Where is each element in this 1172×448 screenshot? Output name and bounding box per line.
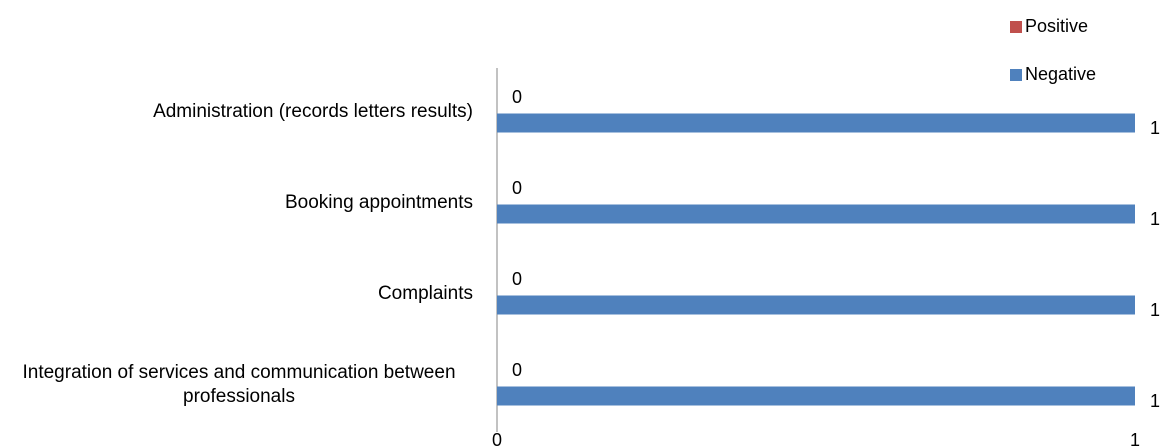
- value-label: 1: [1150, 209, 1160, 229]
- value-label: 0: [512, 360, 522, 380]
- category-text: Complaints: [377, 282, 473, 304]
- legend-swatch: [1010, 69, 1022, 81]
- legend-label: Positive: [1025, 16, 1088, 36]
- bar: [497, 295, 1135, 315]
- category-text: Booking appointments: [284, 191, 473, 213]
- category-label: Administration (records letters results): [0, 100, 473, 124]
- value-label: 1: [1150, 300, 1160, 320]
- bar: [497, 113, 1135, 133]
- x-tick-label: 1: [1130, 430, 1140, 448]
- category-label: Integration of services and communicatio…: [0, 361, 473, 409]
- bar: [497, 204, 1135, 224]
- value-label: 0: [512, 269, 522, 289]
- category-text: Administration (records letters results): [153, 100, 473, 122]
- value-label: 0: [512, 87, 522, 107]
- value-label: 1: [1150, 391, 1160, 411]
- x-tick-label: 0: [492, 430, 502, 448]
- legend-label: Negative: [1025, 64, 1096, 84]
- category-label: Complaints: [0, 282, 473, 306]
- category-label: Booking appointments: [0, 191, 473, 215]
- value-label: 1: [1150, 118, 1160, 138]
- legend-swatch: [1010, 21, 1022, 33]
- bar: [497, 386, 1135, 406]
- value-label: 0: [512, 178, 522, 198]
- category-text: Integration of services and communicatio…: [22, 361, 456, 407]
